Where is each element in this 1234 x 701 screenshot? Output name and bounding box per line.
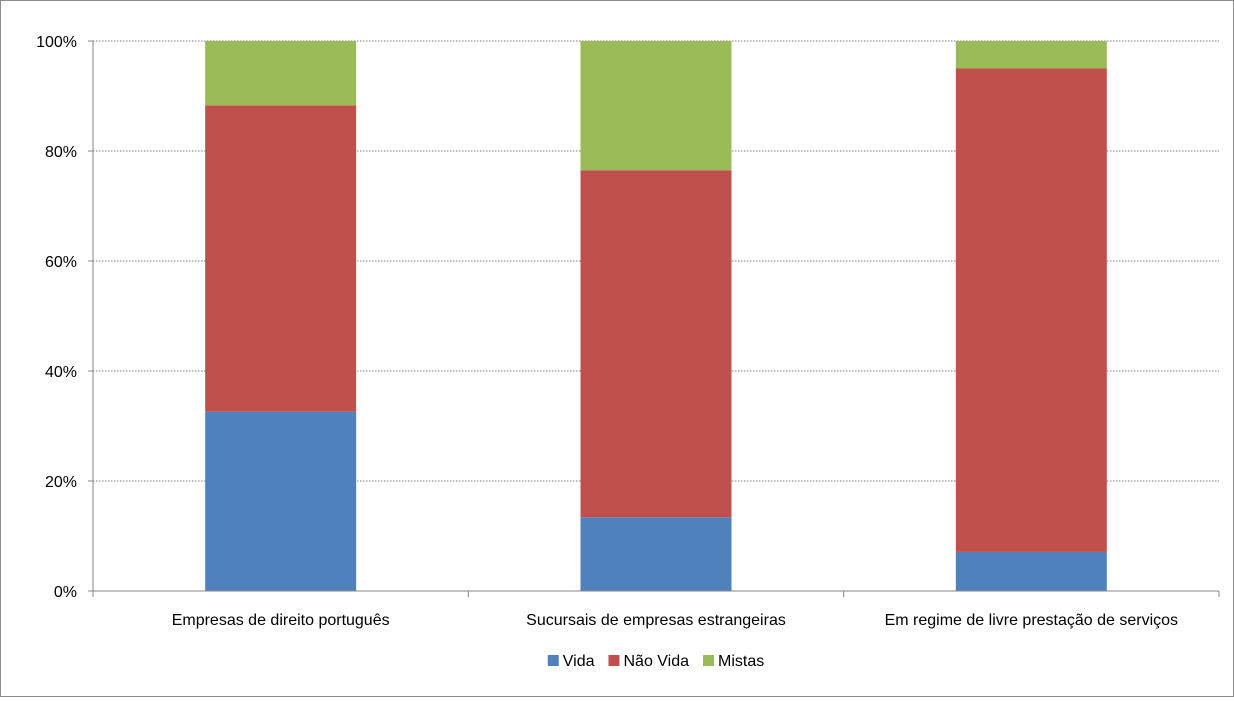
y-tick-label: 60%: [45, 254, 77, 271]
bar-vida: [955, 551, 1107, 591]
bar-vida: [580, 517, 732, 591]
bar-não-vida: [205, 105, 357, 412]
legend-label: Vida: [563, 653, 595, 670]
x-category-label: Em regime de livre prestação de serviços: [885, 612, 1178, 629]
legend: Vida Não Vida Mistas: [547, 653, 764, 670]
y-tick-label: 80%: [45, 144, 77, 161]
bar-mistas: [580, 41, 732, 171]
bar-mistas: [955, 41, 1107, 69]
x-category-label: Sucursais de empresas estrangeiras: [526, 612, 786, 629]
y-tick-label: 40%: [45, 364, 77, 381]
bar-mistas: [205, 41, 357, 106]
legend-label: Mistas: [718, 653, 764, 670]
legend-swatch: [608, 655, 620, 666]
bar-não-vida: [955, 68, 1107, 552]
y-tick-label: 100%: [36, 34, 77, 51]
legend-swatch: [703, 655, 715, 666]
legend-label: Não Vida: [623, 653, 689, 670]
bar-vida: [205, 411, 357, 591]
x-axis-categories: Empresas de direito português Sucursais d…: [172, 612, 1178, 629]
axes: [88, 40, 1220, 597]
y-tick-label: 20%: [45, 474, 77, 491]
bar-não-vida: [580, 170, 732, 518]
y-tick-label: 0%: [54, 584, 77, 601]
legend-swatch: [547, 655, 559, 666]
bars: [205, 41, 1107, 591]
x-category-label: Empresas de direito português: [172, 612, 390, 629]
y-axis-ticks: 0% 20% 40% 60% 80% 100%: [36, 34, 77, 601]
